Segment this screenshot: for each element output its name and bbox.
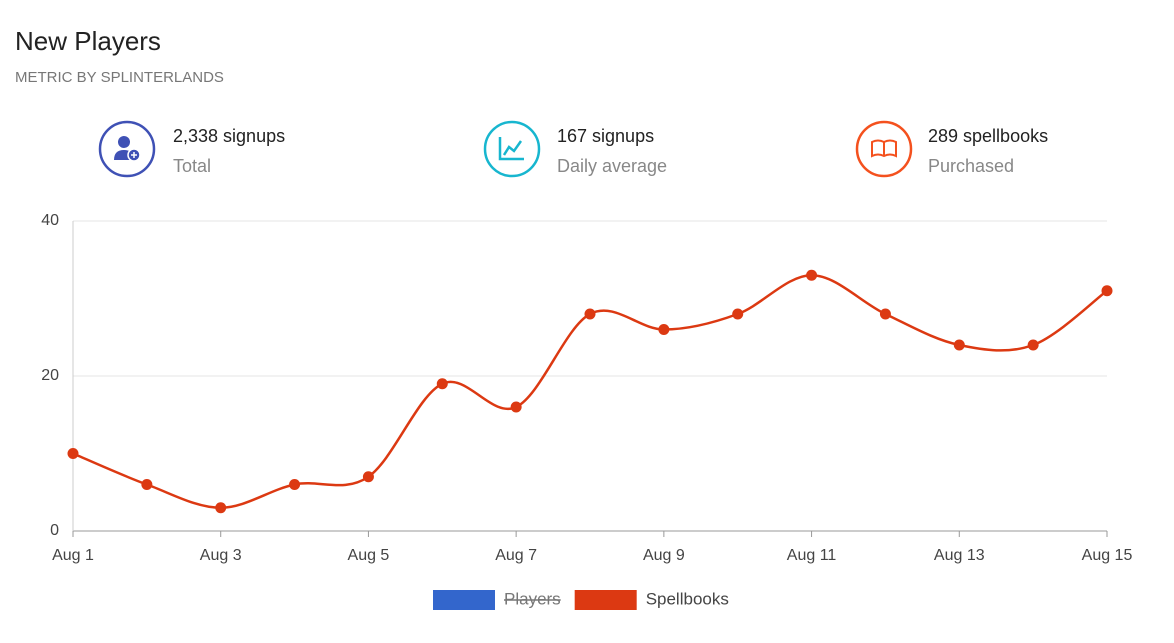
stat-label: Total	[173, 156, 211, 176]
legend-label: Players	[504, 589, 561, 608]
data-point	[658, 324, 670, 335]
x-tick-label: Aug 5	[348, 547, 390, 564]
y-tick-label: 40	[41, 212, 59, 229]
x-tick-label: Aug 7	[495, 547, 537, 564]
stat-label: Daily average	[557, 156, 667, 176]
chart-title: New Players	[15, 26, 161, 56]
data-point	[806, 269, 818, 281]
legend-swatch	[433, 590, 495, 610]
stat-icon	[855, 120, 913, 178]
data-point	[1101, 285, 1113, 297]
stat-icon	[483, 120, 541, 178]
stat-label: Purchased	[928, 156, 1014, 176]
data-point	[436, 378, 448, 390]
x-tick-label: Aug 3	[200, 547, 242, 564]
chart-subtitle: METRIC BY SPLINTERLANDS	[15, 69, 224, 86]
stat-value: 167 signups	[557, 126, 654, 146]
stat-value: 289 spellbooks	[928, 126, 1048, 146]
x-tick-label: Aug 11	[787, 547, 837, 564]
y-tick-label: 0	[50, 522, 59, 539]
x-tick-label: Aug 13	[934, 547, 985, 564]
legend-label: Spellbooks	[646, 589, 729, 608]
data-point	[215, 502, 227, 514]
data-point	[510, 401, 522, 413]
stat-value: 2,338 signups	[173, 126, 285, 146]
x-tick-label: Aug 9	[643, 547, 685, 564]
x-tick-label: Aug 1	[52, 547, 94, 564]
x-tick-label: Aug 15	[1082, 547, 1133, 564]
data-point	[141, 479, 153, 490]
data-point	[732, 308, 744, 320]
data-point	[953, 339, 965, 351]
data-point	[879, 308, 891, 320]
data-point	[289, 479, 301, 490]
data-point	[1027, 339, 1039, 351]
series-line	[72, 273, 1108, 510]
stat-icon	[98, 120, 156, 178]
data-point	[362, 471, 374, 483]
y-tick-label: 20	[41, 367, 59, 384]
data-point	[67, 448, 79, 459]
legend-swatch	[574, 590, 637, 610]
data-point	[584, 308, 596, 320]
